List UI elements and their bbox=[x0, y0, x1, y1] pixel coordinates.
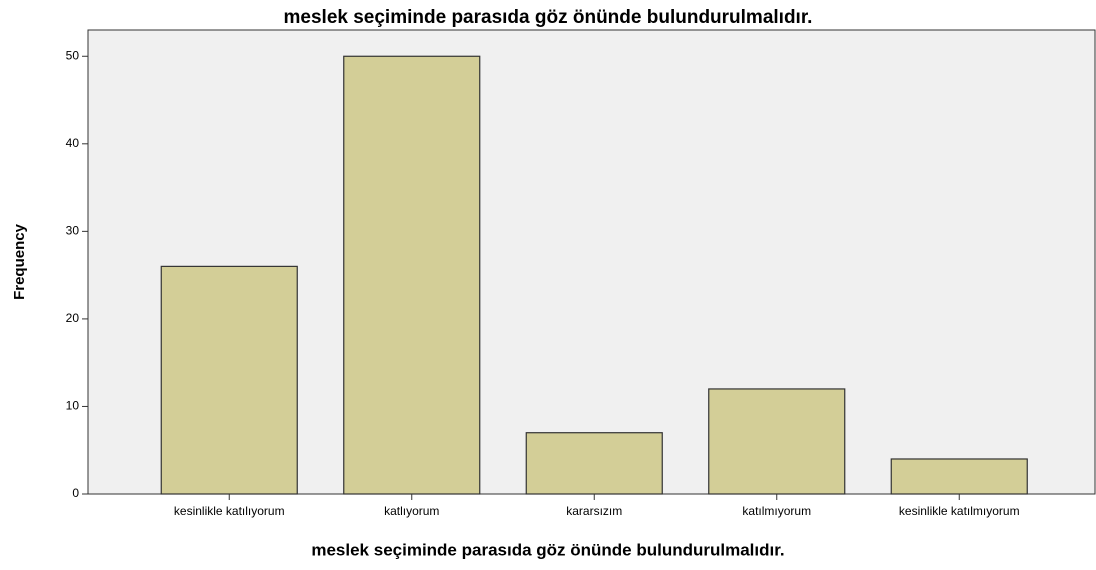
y-tick-label: 10 bbox=[66, 399, 80, 413]
x-tick-label: katlıyorum bbox=[384, 504, 439, 518]
y-axis-label: Frequency bbox=[11, 223, 28, 300]
y-tick-label: 40 bbox=[66, 136, 80, 150]
y-tick-label: 50 bbox=[66, 48, 80, 62]
bar bbox=[160, 265, 298, 495]
bar bbox=[890, 458, 1028, 495]
x-tick-label: kesinlikle katılmıyorum bbox=[899, 504, 1020, 518]
x-tick-label: kesinlikle katılıyorum bbox=[174, 504, 285, 518]
bar bbox=[708, 388, 846, 495]
x-tick-label: katılmıyorum bbox=[742, 504, 811, 518]
x-axis-label: meslek seçiminde parasıda göz önünde bul… bbox=[311, 540, 784, 559]
y-tick-label: 0 bbox=[72, 486, 79, 500]
chart-title: meslek seçiminde parasıda göz önünde bul… bbox=[284, 7, 813, 28]
bar bbox=[525, 432, 663, 495]
bar bbox=[343, 55, 481, 495]
y-tick-label: 30 bbox=[66, 224, 80, 238]
y-tick-label: 20 bbox=[66, 311, 80, 325]
x-tick-label: kararsızım bbox=[566, 504, 622, 518]
